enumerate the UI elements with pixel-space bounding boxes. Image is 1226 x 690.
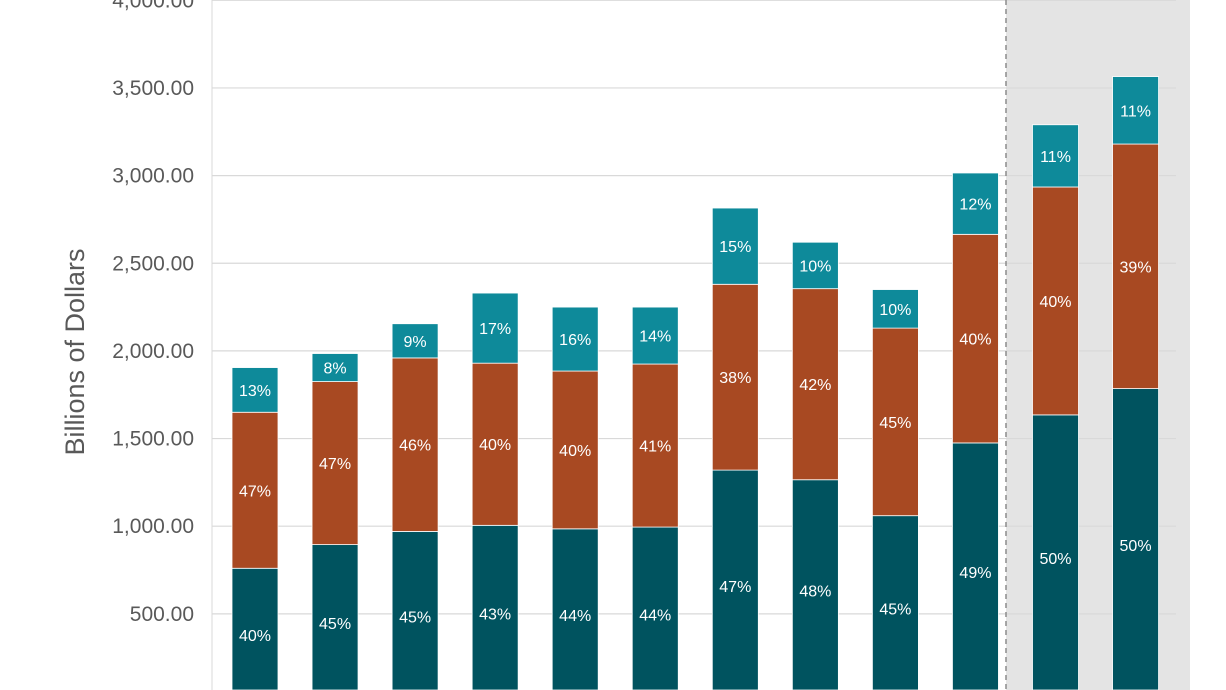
bar-segment-top (1112, 76, 1159, 145)
data-label: 38% (719, 370, 751, 387)
bar-segment-middle (1112, 143, 1159, 389)
data-label: 13% (239, 383, 271, 400)
bar-segment-top (1032, 124, 1079, 188)
bar-segment-top (311, 353, 359, 382)
bar-segment-bottom (311, 544, 359, 690)
data-label: 44% (559, 608, 591, 625)
bar-segment-bottom (1032, 414, 1079, 690)
bar-group: 44% 40% 16% (551, 306, 599, 690)
bar-group: 49% 40% 12% (952, 172, 999, 690)
data-label: 45% (319, 616, 351, 633)
bar-group: 48% 42% 10% (791, 241, 839, 690)
y-tick-label: 2,000.00 (112, 340, 194, 363)
bar-segment-bottom (872, 515, 919, 690)
data-label: 12% (959, 197, 991, 214)
bar-segment-top (872, 289, 919, 329)
y-tick-label: 1,000.00 (112, 515, 194, 538)
bar-segment-middle (791, 288, 839, 481)
data-label: 16% (559, 332, 591, 349)
bars: 40% 47% 13% 45% 47% 8% 45% 46% 9% 43% 40% 17% 44% 40%… (231, 76, 1159, 690)
bar-group: 40% 47% 13% (231, 367, 279, 690)
bar-segment-middle (311, 381, 359, 546)
y-tick-label: 3,000.00 (112, 165, 194, 188)
data-label: 47% (319, 456, 351, 473)
data-label: 45% (399, 609, 431, 626)
data-label: 47% (719, 579, 751, 596)
bar-segment-bottom (391, 531, 439, 690)
y-tick-label: 500.00 (130, 603, 194, 626)
bar-segment-top (471, 292, 519, 364)
data-label: 41% (639, 439, 671, 456)
data-label: 9% (404, 334, 427, 351)
bar-segment-bottom (631, 526, 679, 690)
bar-segment-top (711, 207, 759, 285)
bar-segment-top (551, 306, 599, 372)
data-label: 40% (479, 437, 511, 454)
data-label: 39% (1120, 259, 1152, 276)
bar-segment-top (391, 323, 439, 359)
data-label: 10% (879, 302, 911, 319)
bar-segment-top (952, 172, 999, 235)
data-label: 40% (959, 332, 991, 349)
bar-segment-bottom (231, 567, 279, 690)
data-label: 10% (799, 258, 831, 275)
data-label: 42% (799, 377, 831, 394)
data-label: 15% (719, 239, 751, 256)
data-label: 44% (639, 607, 671, 624)
bar-group: 47% 38% 15% (711, 207, 759, 690)
bar-group: 44% 41% 14% (631, 306, 679, 690)
y-axis-ticks: 500.00 1,000.00 1,500.00 2,000.00 2,500.00 3,… (112, 0, 194, 626)
data-label: 46% (399, 438, 431, 455)
bar-segment-top (231, 367, 279, 413)
bar-group: 50% 40% 11% (1032, 124, 1079, 690)
data-label: 8% (323, 361, 346, 378)
bar-group: 50% 39% 11% (1112, 76, 1159, 690)
bar-segment-bottom (1112, 388, 1159, 690)
bar-segment-middle (1032, 186, 1079, 416)
bar-segment-bottom (551, 528, 599, 690)
bar-segment-middle (391, 357, 439, 532)
data-label: 17% (479, 321, 511, 338)
bar-group: 43% 40% 17% (471, 292, 519, 690)
data-label: 40% (1039, 294, 1071, 311)
data-label: 45% (879, 415, 911, 432)
data-label: 50% (1039, 551, 1071, 568)
data-label: 40% (239, 628, 271, 645)
data-label: 47% (239, 483, 271, 500)
y-tick-label: 4,000.00 (112, 0, 194, 12)
y-tick-label: 3,500.00 (112, 77, 194, 100)
data-label: 11% (1120, 103, 1151, 120)
data-label: 43% (479, 606, 511, 623)
gridlines (211, 0, 1176, 690)
bar-segment-bottom (952, 442, 999, 690)
bar-segment-bottom (791, 479, 839, 690)
bar-segment-top (631, 306, 679, 365)
bar-segment-top (791, 241, 839, 290)
bar-group: 45% 45% 10% (872, 289, 919, 690)
bar-group: 45% 46% 9% (391, 323, 439, 690)
data-label: 49% (959, 565, 991, 582)
data-label: 40% (559, 443, 591, 460)
data-label: 14% (639, 329, 671, 346)
data-label: 50% (1120, 538, 1152, 555)
data-label: 48% (799, 584, 831, 601)
bar-segment-middle (631, 363, 679, 528)
bar-segment-middle (471, 362, 519, 526)
bar-segment-middle (231, 411, 279, 569)
y-tick-label: 1,500.00 (112, 428, 194, 451)
data-label: 11% (1040, 149, 1071, 166)
bar-group: 45% 47% 8% (311, 353, 359, 690)
y-axis-label: Billions of Dollars (60, 248, 90, 455)
data-label: 45% (879, 602, 911, 619)
y-tick-label: 2,500.00 (112, 252, 194, 275)
